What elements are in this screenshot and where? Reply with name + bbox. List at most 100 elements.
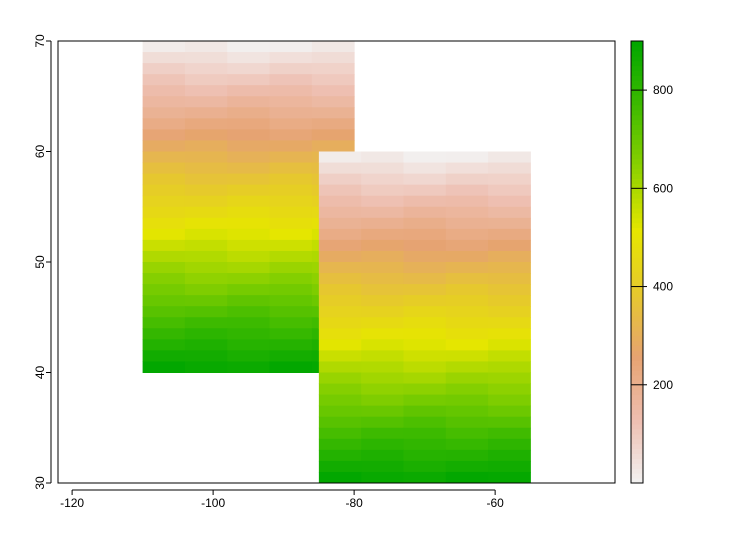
legend-swatch <box>631 453 643 459</box>
raster-1-cell <box>227 41 271 53</box>
raster-1-cell <box>269 317 313 329</box>
raster-2-cell <box>488 228 531 241</box>
raster-1-cell <box>184 306 228 318</box>
raster-1-cell <box>142 306 186 318</box>
raster-2-cell <box>318 217 362 230</box>
raster-1-cell <box>227 250 271 263</box>
raster-1-cell <box>269 173 313 186</box>
raster-2-cell <box>361 250 404 263</box>
raster-1-cell <box>311 74 355 86</box>
raster-2-cell <box>361 295 404 307</box>
legend-swatch <box>631 70 643 76</box>
legend-swatch <box>631 399 643 405</box>
raster-2-cell <box>488 195 531 208</box>
legend-frame <box>630 40 644 484</box>
raster-2-cell <box>403 471 447 484</box>
legend-swatch <box>631 80 643 86</box>
raster-1-cell <box>142 328 186 340</box>
raster-2-cell <box>403 405 447 418</box>
raster-2-cell <box>403 339 447 351</box>
raster-1-cell <box>269 74 313 86</box>
raster-1-cell <box>142 217 186 230</box>
raster-1-cell <box>311 140 355 152</box>
raster-2-cell <box>361 217 404 230</box>
raster-2-cell <box>445 217 489 230</box>
raster-1-cell <box>227 74 271 86</box>
raster-2-cell <box>488 405 531 418</box>
legend-swatch <box>631 50 643 57</box>
legend-swatch <box>631 227 643 234</box>
legend-swatch <box>631 409 643 415</box>
raster-1-cell <box>142 339 186 351</box>
raster-1-cell <box>184 162 228 175</box>
legend-swatch <box>631 463 643 469</box>
raster-2-cell <box>403 306 447 318</box>
raster-1-cell <box>142 295 186 307</box>
raster-1-cell <box>269 162 313 175</box>
raster-2-cell <box>361 306 404 318</box>
raster-2-cell <box>403 162 447 175</box>
raster-1-cell <box>269 96 313 108</box>
raster-1-cell <box>184 52 228 64</box>
raster-1-cell <box>142 151 186 164</box>
legend-tick-label: 600 <box>653 181 673 195</box>
raster-1-cell <box>184 361 228 373</box>
raster-2-cell <box>403 361 447 373</box>
raster-1-cell <box>227 85 271 97</box>
raster-2-cell <box>445 239 489 252</box>
legend-swatch <box>631 134 643 140</box>
legend-swatch <box>631 198 643 204</box>
raster-1-cell <box>142 195 186 208</box>
raster-1-cell <box>184 284 228 296</box>
raster-1-cell <box>269 41 313 53</box>
raster-1-cell <box>269 273 313 285</box>
raster-2-cell <box>445 317 489 329</box>
raster-2-cell <box>403 295 447 307</box>
raster-1-cell <box>184 262 228 274</box>
raster-2-cell <box>403 449 447 462</box>
raster-2-cell <box>445 361 489 373</box>
raster-2-cell <box>361 273 404 285</box>
y-tick-label: 30 <box>33 476 47 490</box>
raster-1-cell <box>184 195 228 208</box>
raster-1-cell <box>227 162 271 175</box>
legend-swatch <box>631 330 643 337</box>
raster-2-cell <box>488 262 531 274</box>
raster-2-cell <box>488 306 531 318</box>
raster-2-cell <box>361 394 404 407</box>
raster-1-cell <box>184 317 228 329</box>
raster-2-cell <box>445 162 489 175</box>
legend-swatch <box>631 419 643 425</box>
raster-2-cell <box>488 284 531 296</box>
legend-swatch <box>631 124 643 130</box>
legend-swatch <box>631 478 643 484</box>
legend-swatch <box>631 222 643 229</box>
legend-swatch <box>631 114 643 121</box>
raster-1-cell <box>227 63 271 75</box>
raster-1-cell <box>184 184 228 197</box>
raster-1-cell <box>227 317 271 329</box>
legend-swatch <box>631 316 643 322</box>
legend-tick-label: 800 <box>653 83 673 97</box>
raster-2-cell <box>361 372 404 385</box>
raster-2-cell <box>318 394 362 407</box>
raster-1-cell <box>184 339 228 351</box>
raster-1-cell <box>269 195 313 208</box>
raster-2-cell <box>361 262 404 274</box>
raster-1-cell <box>227 140 271 152</box>
raster-1-cell <box>142 284 186 296</box>
raster-1-cell <box>269 184 313 197</box>
raster-2-cell <box>361 460 404 473</box>
raster-2-cell <box>318 383 362 396</box>
raster-1-cell <box>142 162 186 175</box>
raster-layers <box>142 41 531 484</box>
raster-2-cell <box>488 217 531 230</box>
raster-2-cell <box>318 405 362 418</box>
legend-swatch <box>631 119 643 125</box>
raster-2-cell <box>361 471 404 484</box>
y-tick-label: 60 <box>33 145 47 159</box>
legend-swatch <box>631 276 643 283</box>
raster-2-cell <box>318 449 362 462</box>
raster-1-cell <box>142 361 186 373</box>
raster-1-cell <box>227 239 271 252</box>
